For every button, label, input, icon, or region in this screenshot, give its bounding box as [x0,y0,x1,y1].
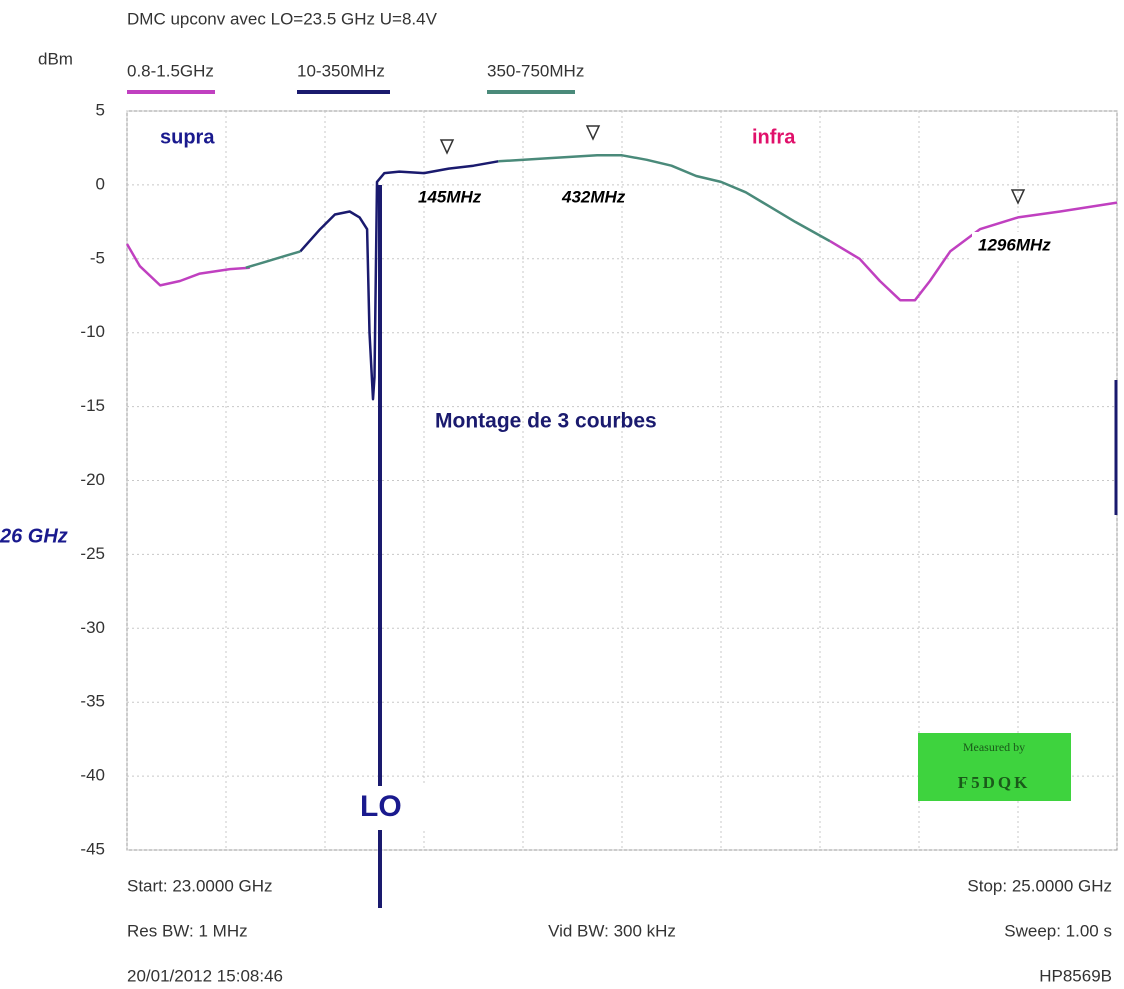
footer-text: Sweep: 1.00 s [1004,921,1112,940]
footer-text: Stop: 25.0000 GHz [967,876,1112,895]
annotation: infra [752,126,796,148]
annotation: LO [360,790,402,823]
marker [585,125,601,141]
y-tick-label: -45 [80,839,105,858]
y-tick-label: -10 [80,322,105,341]
marker [439,139,455,155]
legend-label: 350-750MHz [487,61,584,80]
annotation: supra [160,126,215,148]
marker [1010,189,1026,205]
annotation: 432MHz [561,187,626,206]
y-tick-label: -35 [80,692,105,711]
annotation: 26 GHz [0,525,68,547]
label-bg [354,786,426,830]
y-tick-label: 0 [96,174,105,193]
label-bg [972,232,1114,260]
annotation: Montage de 3 courbes [435,410,657,433]
footer-text: 20/01/2012 15:08:46 [127,966,283,985]
badge-box [918,733,1071,801]
y-tick-label: -40 [80,766,105,785]
badge-text: F5DQK [958,773,1031,792]
y-tick-label: -25 [80,544,105,563]
y-tick-label: -30 [80,618,105,637]
series-line [125,201,1118,302]
footer-text: Start: 23.0000 GHz [127,876,273,895]
y-tick-label: 5 [96,100,105,119]
legend-label: 0.8-1.5GHz [127,61,214,80]
y-tick-label: -15 [80,396,105,415]
series-line [299,160,499,401]
legend-label: 10-350MHz [297,61,385,80]
annotation: 1296MHz [978,235,1051,254]
y-axis-label: dBm [38,49,73,68]
badge-text: Measured by [963,740,1025,754]
annotation: 145MHz [418,187,482,206]
footer-text: Res BW: 1 MHz [127,921,248,940]
series-line [245,154,831,269]
chart-title: DMC upconv avec LO=23.5 GHz U=8.4V [127,9,438,28]
footer-text: Vid BW: 300 kHz [548,921,676,940]
y-tick-label: -5 [90,248,105,267]
y-tick-label: -20 [80,470,105,489]
footer-text: HP8569B [1039,966,1112,985]
